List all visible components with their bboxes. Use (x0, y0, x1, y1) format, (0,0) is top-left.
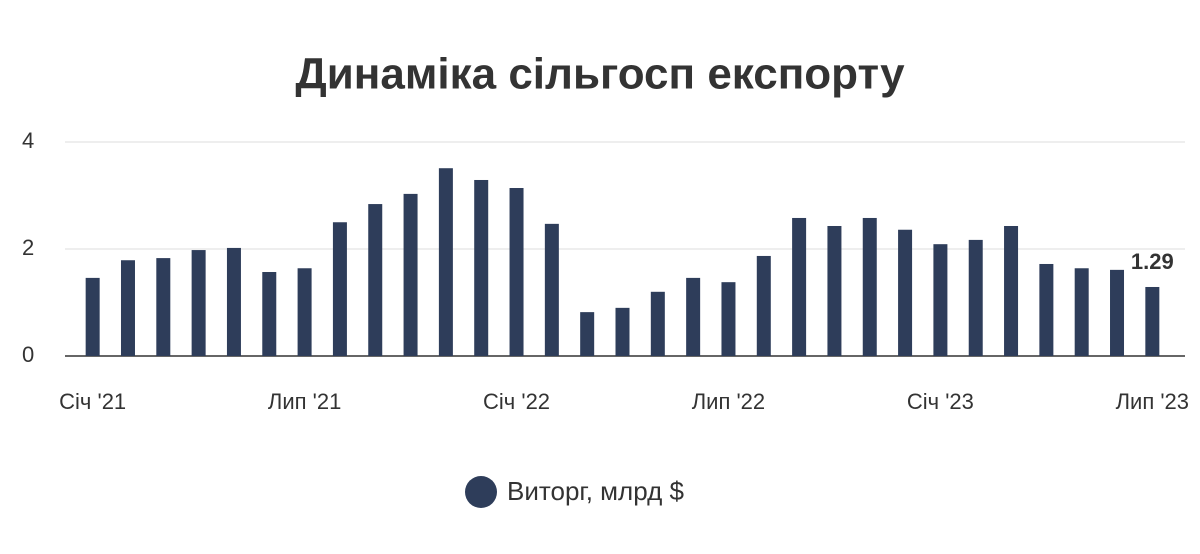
chart-title: Динаміка сільгосп експорту (295, 50, 905, 99)
bar (474, 179, 489, 356)
bar (332, 222, 347, 356)
bar (403, 193, 418, 356)
bar (509, 188, 524, 356)
bar (85, 277, 100, 356)
bar (615, 307, 630, 356)
bar (792, 217, 807, 356)
bar (1145, 286, 1160, 356)
bar (191, 250, 206, 356)
x-tick-label: Січ '23 (907, 389, 974, 414)
y-tick-label: 4 (22, 128, 34, 153)
x-tick-label: Лип '23 (1116, 389, 1189, 414)
bar (686, 277, 701, 356)
data-label: 1.29 (1131, 249, 1174, 274)
bar (827, 225, 842, 356)
bar (580, 312, 595, 356)
bar (226, 247, 241, 356)
bar (721, 282, 736, 356)
bar (933, 244, 948, 356)
bar (1110, 269, 1125, 356)
bar (262, 272, 277, 356)
bar (756, 255, 771, 356)
x-tick-label: Січ '21 (59, 389, 126, 414)
y-tick-label: 2 (22, 235, 34, 260)
bar (1074, 268, 1089, 356)
bar (438, 168, 453, 356)
bar (862, 217, 877, 356)
bar (120, 260, 135, 356)
bar (544, 223, 559, 356)
y-tick-label: 0 (22, 342, 34, 367)
x-tick-label: Січ '22 (483, 389, 550, 414)
bar (1039, 263, 1054, 356)
bar (650, 291, 665, 356)
bar (297, 268, 312, 356)
bar (156, 258, 171, 356)
legend-label: Виторг, млрд $ (507, 476, 684, 506)
legend-marker (465, 476, 497, 508)
x-tick-label: Лип '21 (268, 389, 341, 414)
bar (898, 229, 913, 356)
x-tick-label: Лип '22 (692, 389, 765, 414)
bar (368, 204, 383, 356)
bar (1004, 225, 1019, 356)
bar (968, 239, 983, 356)
